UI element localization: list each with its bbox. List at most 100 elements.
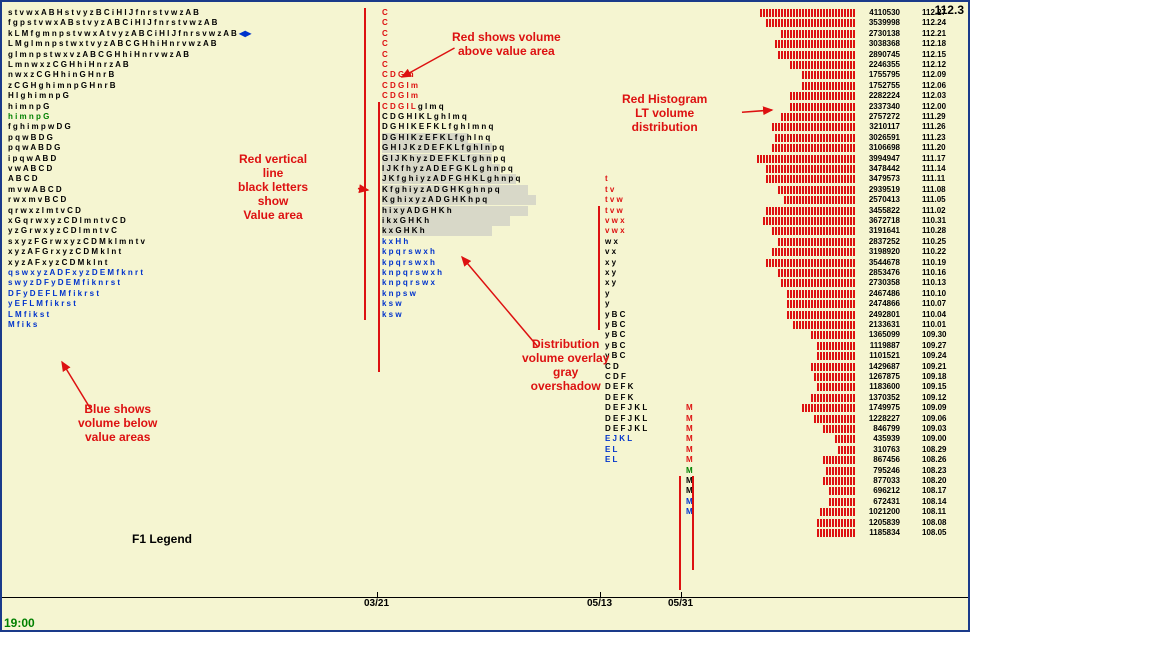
tpo-col1: L M g l m n p s t w x t v y z A B C G H … bbox=[8, 39, 216, 49]
tpo-col3: w x bbox=[605, 237, 618, 247]
volume-histogram-bar bbox=[811, 331, 856, 339]
price-row: y E F L M f i k r s tk s wy2474866110.07 bbox=[2, 299, 968, 309]
volume-value: 1183600 bbox=[856, 382, 900, 392]
volume-value: 435939 bbox=[856, 434, 900, 444]
tpo-col3: E L bbox=[605, 445, 617, 455]
volume-value: 4110530 bbox=[856, 8, 900, 18]
price-value: 110.10 bbox=[922, 289, 964, 299]
tpo-col2: k x G H K h bbox=[382, 226, 425, 236]
volume-histogram-bar bbox=[772, 144, 856, 152]
price-row: D F y D E F L M f i k r s tk n p s wy246… bbox=[2, 289, 968, 299]
volume-histogram-bar bbox=[817, 529, 856, 537]
price-row: q r w x z l m t v C Dh i x y A D G H K h… bbox=[2, 206, 968, 216]
volume-histogram-bar bbox=[811, 394, 856, 402]
date-tick: 05/31 bbox=[668, 598, 693, 609]
annotation-red-vline-va: Red verticallineblack lettersshowValue a… bbox=[238, 152, 308, 222]
tpo-col3: v w x bbox=[605, 226, 625, 236]
volume-value: 2337340 bbox=[856, 102, 900, 112]
tpo-col3: x y bbox=[605, 268, 616, 278]
volume-value: 3544678 bbox=[856, 258, 900, 268]
volume-value: 2133631 bbox=[856, 320, 900, 330]
volume-value: 877033 bbox=[856, 476, 900, 486]
volume-histogram-bar bbox=[838, 446, 856, 454]
volume-histogram-bar bbox=[826, 467, 856, 475]
tpo-col1: n w x z C G H h i n G H n r B bbox=[8, 70, 114, 80]
price-row: h i m n p GC D G H I K L g h l m q275727… bbox=[2, 112, 968, 122]
price-value: 110.31 bbox=[922, 216, 964, 226]
price-value: 110.28 bbox=[922, 226, 964, 236]
tpo-col1: s w y z D F y D E M f i k n r s t bbox=[8, 278, 120, 288]
tpo-col1: s x y z F G r w x y z C D M k l m n t v bbox=[8, 237, 145, 247]
tpo-col2: k n p q r s w x h bbox=[382, 268, 442, 278]
price-row: i p q w A B DG I J K h y z D E F K L f g… bbox=[2, 154, 968, 164]
price-row: x y z A F G r x y z C D M k l n tk p q r… bbox=[2, 247, 968, 257]
volume-histogram-bar bbox=[823, 425, 856, 433]
tpo-col1: m v w A B C D bbox=[8, 185, 62, 195]
tpo-col1: h i m n p G bbox=[8, 112, 49, 122]
tpo-col2: D G H I K z E F K L f g h l n q bbox=[382, 133, 490, 143]
price-row: y B C1365099109.30 bbox=[2, 330, 968, 340]
tpo-col1: y z G r w x y z C D l m n t v C bbox=[8, 226, 117, 236]
tpo-col3: y bbox=[605, 289, 609, 299]
value-area-vline bbox=[679, 476, 681, 590]
price-value: 111.05 bbox=[922, 195, 964, 205]
tpo-col2: k n p s w bbox=[382, 289, 416, 299]
price-row: L M f i k s tk s wy B C2492801110.04 bbox=[2, 310, 968, 320]
tpo-col4: M bbox=[686, 424, 693, 434]
price-value: 108.08 bbox=[922, 518, 964, 528]
annotation-legend: F1 Legend bbox=[132, 532, 192, 546]
volume-histogram-bar bbox=[766, 165, 856, 173]
volume-histogram-bar bbox=[760, 9, 856, 17]
tpo-col4: M bbox=[686, 455, 693, 465]
tpo-col2: G H I J K z D E F K L f g h l n p q bbox=[382, 143, 504, 153]
volume-value: 2570413 bbox=[856, 195, 900, 205]
volume-value: 3198920 bbox=[856, 247, 900, 257]
tpo-col2: h i x y A D G H K h bbox=[382, 206, 452, 216]
annotation-blue-below-va: Blue showsvolume belowvalue areas bbox=[78, 402, 157, 444]
volume-histogram-bar bbox=[778, 269, 856, 277]
tpo-col3: D E F J K L bbox=[605, 403, 647, 413]
tpo-col1: x y z A F G r x y z C D M k l n t bbox=[8, 247, 121, 257]
price-row: C D1429687109.21 bbox=[2, 362, 968, 372]
tpo-col2: k s w bbox=[382, 310, 402, 320]
tpo-col4: M bbox=[686, 434, 693, 444]
tpo-col1: q s w x y z A D F x y z D E M f k n r t bbox=[8, 268, 143, 278]
volume-value: 3539998 bbox=[856, 18, 900, 28]
price-value: 111.29 bbox=[922, 112, 964, 122]
price-row: m v w A B C DK f g h i y z A D G H K g h… bbox=[2, 185, 968, 195]
tpo-col3: v x bbox=[605, 247, 616, 257]
price-row: v w A B C DI J K f h y z A D E F G K L g… bbox=[2, 164, 968, 174]
price-row: L m n w x z C G H h i H n r z A BC224635… bbox=[2, 60, 968, 70]
price-value: 110.25 bbox=[922, 237, 964, 247]
tpo-col2: C D G I L g l m q bbox=[382, 102, 444, 112]
date-tick: 05/13 bbox=[587, 598, 612, 609]
tpo-col2: K g h i x y z A D G H K h p q bbox=[382, 195, 487, 205]
volume-value: 3479573 bbox=[856, 174, 900, 184]
tpo-col2: i k x G H K h bbox=[382, 216, 429, 226]
tpo-col2: I J K f h y z A D E F G K L g h n p q bbox=[382, 164, 513, 174]
volume-histogram-bar bbox=[781, 113, 856, 121]
tpo-col1: v w A B C D bbox=[8, 164, 52, 174]
volume-histogram-bar bbox=[772, 227, 856, 235]
volume-value: 2757272 bbox=[856, 112, 900, 122]
price-value: 112.18 bbox=[922, 39, 964, 49]
volume-value: 1370352 bbox=[856, 393, 900, 403]
price-value: 112.21 bbox=[922, 29, 964, 39]
tpo-col4: M bbox=[686, 445, 693, 455]
price-row: y B C1101521109.24 bbox=[2, 351, 968, 361]
volume-histogram-bar bbox=[829, 498, 856, 506]
volume-histogram-bar bbox=[802, 404, 856, 412]
tpo-col1: q r w x z l m t v C D bbox=[8, 206, 81, 216]
price-row: s x y z F G r w x y z C D M k l m n t vk… bbox=[2, 237, 968, 247]
volume-histogram-bar bbox=[778, 238, 856, 246]
volume-value: 1749975 bbox=[856, 403, 900, 413]
price-value: 109.03 bbox=[922, 424, 964, 434]
tpo-col2: k p q r s w x h bbox=[382, 258, 435, 268]
price-value: 108.26 bbox=[922, 455, 964, 465]
price-value: 108.14 bbox=[922, 497, 964, 507]
price-value: 111.11 bbox=[922, 174, 964, 184]
date-axis: 03/2105/1305/31 bbox=[2, 597, 968, 612]
price-value: 110.16 bbox=[922, 268, 964, 278]
volume-value: 2730138 bbox=[856, 29, 900, 39]
price-value: 111.17 bbox=[922, 154, 964, 164]
